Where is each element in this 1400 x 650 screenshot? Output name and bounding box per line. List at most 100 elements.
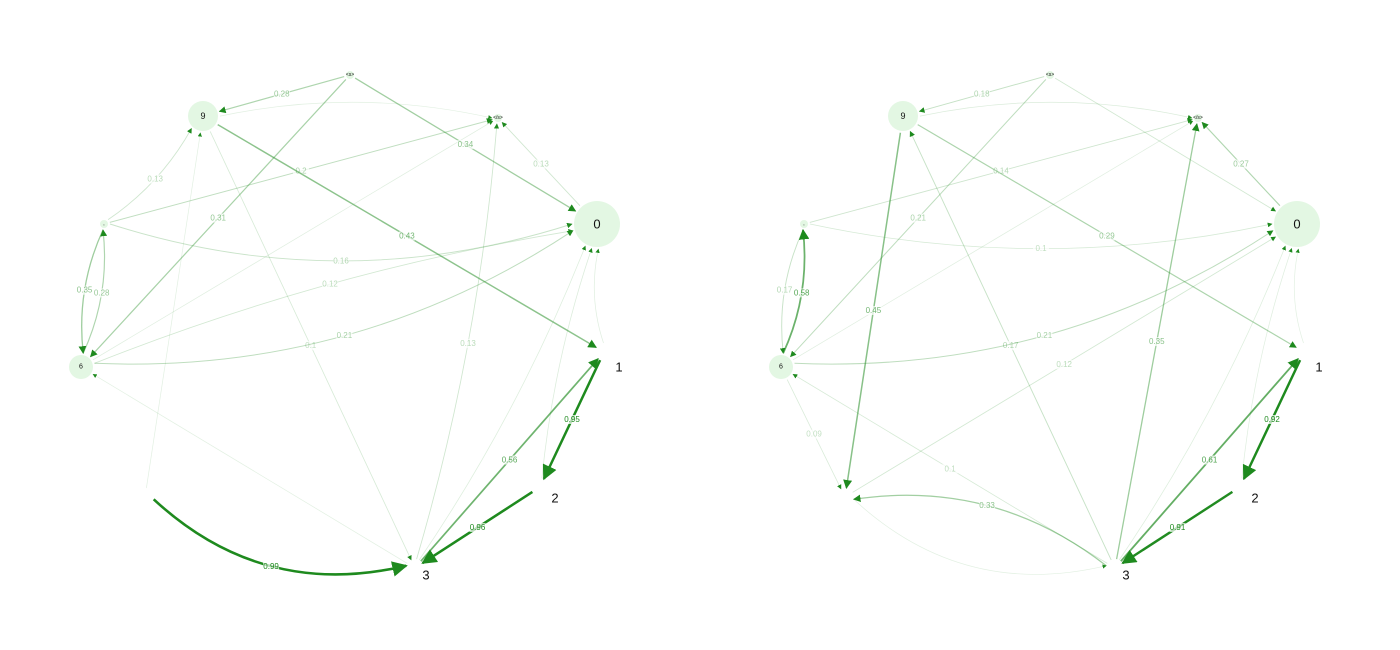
edge-weight-label: 0.12	[1056, 360, 1072, 369]
node-comma-label: ,	[803, 221, 804, 227]
edge-label-background	[460, 339, 476, 349]
edge-label-background	[564, 415, 580, 424]
edge-weight-label: 0.09	[806, 430, 822, 439]
edge-3-to-e	[416, 123, 500, 560]
edge-weight-label: 0.92	[1264, 415, 1280, 424]
graph-left: 0.10.120.130.130.130.160.20.210.280.280.…	[69, 71, 623, 583]
edge-weight-label: 0.13	[533, 160, 549, 169]
node-1-label: 1	[615, 360, 622, 375]
node-comma-circle	[100, 220, 108, 228]
edge-weight-label: 0.1	[945, 464, 957, 473]
edge-weight-label: 0.13	[147, 175, 163, 184]
node-s-label: <s>	[346, 72, 354, 78]
edge-6-to-e	[792, 120, 1194, 361]
edge-weight-label: 0.35	[77, 286, 93, 295]
edge-label-background	[293, 166, 309, 176]
edge-comma-to-0	[109, 222, 573, 262]
edge-label-background	[1201, 455, 1218, 465]
edge-label-background	[973, 89, 990, 99]
edge-label-background	[910, 213, 927, 223]
edge-label-background	[263, 561, 280, 571]
edge-9-to-e	[919, 101, 1193, 120]
node-comma-circle	[800, 220, 808, 228]
graph-right: 0.09 0.1 0.1 0.12 0.14 0.17 0.17 0.18 0.21 0.21 0.…	[769, 71, 1323, 583]
edge-6-to-0	[94, 230, 574, 365]
node-6-circle	[769, 355, 793, 379]
edge-label-background	[793, 288, 810, 298]
edge-weight-label: 0.61	[1202, 456, 1218, 465]
edge-weight-label: 0.43	[399, 232, 415, 241]
edge-weight-label: 0.28	[274, 90, 290, 99]
edge-label-background	[210, 213, 227, 223]
edge-s-to-0	[1054, 77, 1277, 212]
node-6-circle	[69, 355, 93, 379]
edge-label-background	[1233, 159, 1249, 169]
node-0-label: 0	[593, 217, 600, 232]
edge-weight-label: 0.17	[777, 286, 793, 295]
node-6-label: 6	[79, 364, 83, 371]
edge-weight-label: 0.33	[979, 501, 995, 510]
edge-weight-label: 0.56	[502, 456, 518, 465]
edge-weight-label: 0.28	[94, 288, 110, 297]
edge-x-to-9	[146, 132, 202, 489]
edge-label-background	[1002, 341, 1019, 351]
edge-weight-label: 0.96	[470, 523, 486, 532]
edge-1-to-0	[593, 248, 604, 344]
node-s-circle	[1046, 71, 1054, 79]
edge-weight-label: 0.1	[1035, 244, 1047, 253]
edge-weight-label: 0.35	[1149, 337, 1165, 346]
edge-label-background	[333, 256, 349, 266]
node-layer: <s> 9 </s> 0, 6 1 2 3	[769, 71, 1323, 583]
edge-weight-label: 0.18	[974, 90, 990, 99]
node-9-circle	[888, 101, 918, 131]
node-e-label: </s>	[1193, 115, 1203, 121]
edge-weight-label: 0.29	[1099, 232, 1115, 241]
node-s-label: <s>	[1046, 72, 1054, 78]
node-6-label: 6	[779, 364, 783, 371]
edge-weight-label: 0.31	[210, 214, 226, 223]
node-e-label: </s>	[493, 115, 503, 121]
edge-weight-label: 0.99	[263, 562, 279, 571]
edge-label-background	[302, 341, 319, 351]
edge-label-background	[1098, 231, 1115, 241]
edge-weight-label: 0.14	[993, 167, 1009, 176]
node-2-label: 2	[1251, 491, 1258, 506]
edge-label-background	[942, 464, 959, 474]
edge-9-to-e	[219, 101, 493, 120]
node-3-label: 3	[422, 568, 429, 583]
node-e-circle	[1194, 114, 1202, 122]
edge-weight-label: 0.2	[295, 167, 307, 176]
edge-3-to-0	[418, 245, 586, 561]
edge-label-background	[93, 288, 110, 298]
edge-6-to-e	[92, 120, 494, 361]
edge-weight-label: 0.17	[1003, 341, 1019, 350]
node-comma-label: ,	[103, 221, 104, 227]
edge-weight-label: 0.95	[564, 415, 580, 424]
edge-label-background	[979, 501, 996, 510]
edge-label-background	[336, 331, 353, 341]
edge-weight-label: 0.21	[337, 331, 353, 340]
edge-label-background	[806, 429, 823, 439]
edge-label-background	[322, 279, 339, 289]
edge-label-background	[273, 89, 290, 99]
edge-weight-label: 0.21	[1037, 331, 1053, 340]
edge-2-to-0	[1241, 247, 1293, 479]
edge-x-to-3	[152, 498, 408, 577]
node-9-label: 9	[900, 111, 905, 121]
edge-weight-label: 0.27	[1233, 160, 1249, 169]
edge-label-background	[776, 285, 793, 295]
edge-label-background	[1033, 244, 1049, 254]
edge-weight-label: 0.1	[305, 341, 317, 350]
node-layer: <s> 9 </s> 0, 6 1 2 3	[69, 71, 623, 583]
node-s-circle	[346, 71, 354, 79]
edge-layer: 0.09 0.1 0.1 0.12 0.14 0.17 0.17 0.18 0.21 0.21 0.…	[776, 76, 1304, 575]
edge-x-to-3	[853, 499, 1107, 575]
edge-weight-label: 0.13	[460, 339, 476, 348]
edge-label-background	[501, 455, 518, 465]
edge-label-background	[147, 174, 164, 184]
edge-weight-label: 0.45	[866, 306, 882, 315]
edge-1-to-0	[1293, 248, 1304, 344]
edge-label-background	[76, 285, 93, 295]
edge-weight-label: 0.91	[1170, 523, 1186, 532]
